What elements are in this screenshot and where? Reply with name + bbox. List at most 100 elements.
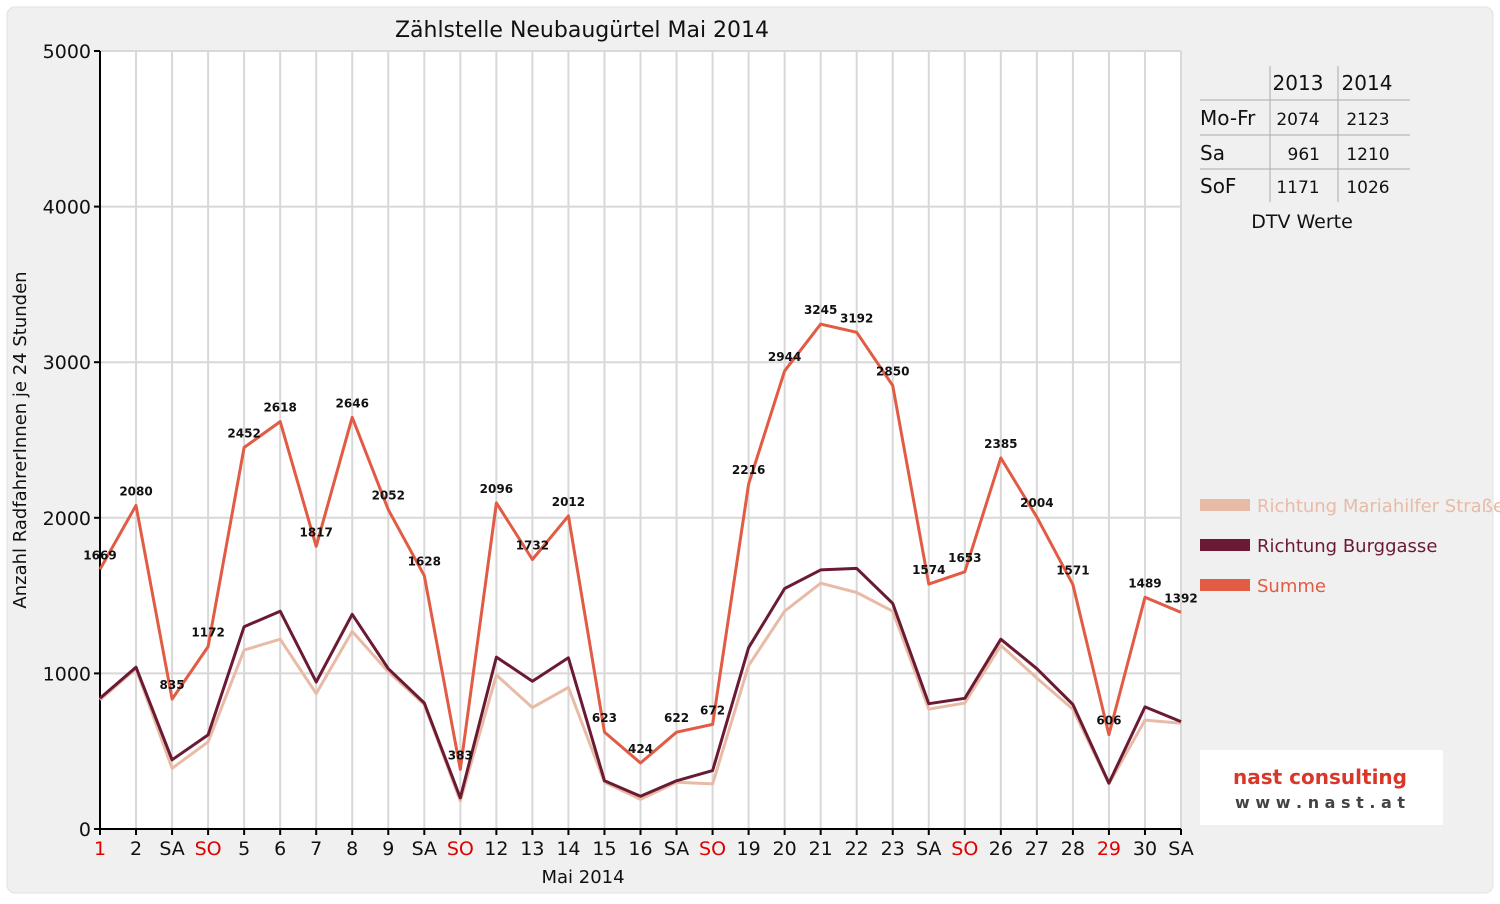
data-label: 1172 [191,626,224,640]
legend-label: Richtung Burggasse [1257,536,1437,557]
dtv-row-label-sa: Sa [1200,141,1225,165]
chart-title: Zählstelle Neubaugürtel Mai 2014 [395,18,769,43]
x-tick-label: 1 [94,838,106,860]
x-tick-label: SO [699,838,726,860]
x-tick-label: 29 [1097,838,1121,860]
dtv-caption: DTV Werte [1251,211,1353,233]
dtv-value-mofr-2014: 2123 [1346,110,1389,130]
x-tick-label: SO [195,838,222,860]
x-tick-label: 2 [130,838,142,860]
legend-swatch [1200,539,1250,551]
x-tick-label: 20 [773,838,797,860]
data-label: 3192 [840,311,873,325]
x-tick-label: 22 [845,838,869,860]
data-label: 1571 [1056,564,1089,578]
legend-item-burggasse: Richtung Burggasse [1200,536,1437,557]
data-label: 1653 [948,551,981,565]
legend: Richtung Mariahilfer Straße Richtung Burg… [1200,496,1500,597]
data-label: 2944 [768,350,801,364]
legend-swatch [1200,499,1250,511]
data-label: 2385 [984,437,1017,451]
data-label: 2618 [263,401,296,415]
data-label: 672 [700,703,725,717]
data-label: 1817 [299,525,332,539]
data-label: 606 [1096,714,1121,728]
y-tick-label: 4000 [43,197,91,219]
x-tick-label: 6 [274,838,286,860]
legend-item-summe: Summe [1200,576,1326,597]
series-line-mariahilfer [99,581,1182,803]
legend-label: Summe [1257,576,1326,597]
y-tick-label: 0 [79,819,91,841]
y-axis-label: Anzahl RadfahrerInnen je 24 Stunden [10,271,31,608]
x-tick-label: SA [412,838,437,860]
x-tick-label: 9 [382,838,394,860]
x-tick-label: 5 [238,838,250,860]
data-label: 1392 [1164,591,1197,605]
series-group [98,322,1182,803]
legend-label: Richtung Mariahilfer Straße [1257,496,1500,517]
x-tick-label: 27 [1025,838,1049,860]
x-tick-label: 19 [737,838,761,860]
y-tick-labels: 0 1000 2000 3000 4000 5000 [43,41,91,841]
data-label: 2850 [876,365,909,379]
dtv-value-sa-2013: 961 [1288,145,1320,165]
data-label: 2080 [119,484,152,498]
x-tick-label: 8 [346,838,358,860]
logo-line1: nast consulting [1233,765,1407,789]
data-label: 3245 [804,303,837,317]
x-tick-label: 28 [1061,838,1085,860]
data-label: 383 [448,748,473,762]
dtv-value-sof-2013: 1171 [1276,178,1319,198]
dtv-header-2013: 2013 [1273,71,1324,95]
y-tick-label: 1000 [43,663,91,685]
dtv-row-label-mofr: Mo-Fr [1200,106,1256,130]
dtv-header-2014: 2014 [1342,71,1393,95]
x-tick-label: SA [1168,838,1193,860]
data-label: 623 [592,711,617,725]
dtv-value-mofr-2013: 2074 [1276,110,1319,130]
data-label: 424 [628,742,653,756]
data-label: 2004 [1020,496,1053,510]
data-label: 1732 [516,539,549,553]
x-tick-label: 30 [1133,838,1157,860]
x-tick-label: SA [916,838,941,860]
x-tick-label: SA [159,838,184,860]
data-label: 622 [664,711,689,725]
y-tick-label: 3000 [43,352,91,374]
x-tick-label: 26 [989,838,1013,860]
x-tick-label: 14 [556,838,580,860]
logo-line2: w w w . n a s t . a t [1235,793,1405,812]
grid [100,50,1182,829]
data-label: 2096 [480,482,513,496]
x-tick-label: 7 [310,838,322,860]
data-label: 2452 [227,426,260,440]
logo-box [1200,750,1443,825]
series-line-summe [98,322,1182,771]
x-tick-label: 21 [809,838,833,860]
x-tick-label: 23 [881,838,905,860]
x-tick-labels: 1 2 SA SO 5 6 7 8 9 SA SO 12 13 14 15 16 SA SO 19 20 21 22 23 S… [94,838,1194,860]
logo: nast consulting w w w . n a s t . a t [1200,750,1443,825]
dtv-value-sa-2014: 1210 [1346,145,1389,165]
data-label: 835 [160,678,185,692]
data-label: 2646 [336,396,369,410]
dtv-value-sof-2014: 1026 [1346,178,1389,198]
data-label: 2052 [372,489,405,503]
x-tick-label: SA [664,838,689,860]
x-tick-label: 15 [592,838,616,860]
dtv-table: 2013 2014 Mo-Fr 2074 2123 Sa 961 1210 So… [1200,66,1410,233]
y-tick-label: 2000 [43,508,91,530]
x-tick-label: SO [447,838,474,860]
x-tick-label: 12 [484,838,508,860]
data-label: 2216 [732,463,765,477]
data-label: 1574 [912,563,945,577]
y-tick-label: 5000 [43,41,91,63]
legend-item-mariahilfer: Richtung Mariahilfer Straße [1200,496,1500,517]
x-tick-label: SO [951,838,978,860]
legend-swatch [1200,579,1250,591]
data-label: 2012 [552,495,585,509]
